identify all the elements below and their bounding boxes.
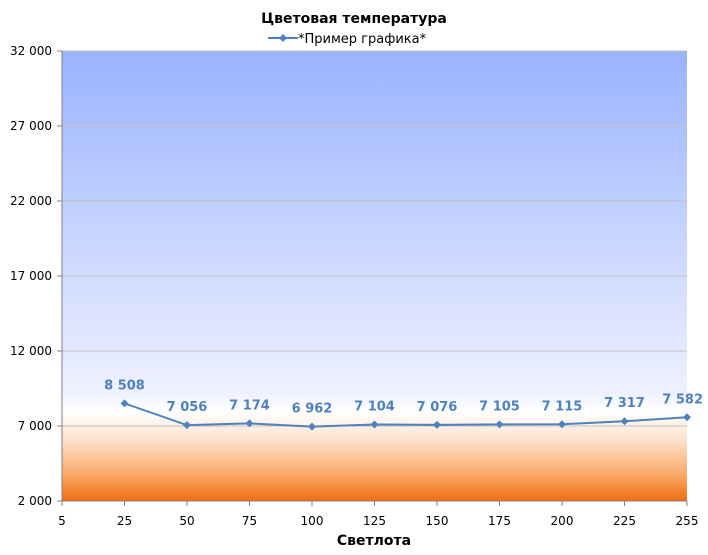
- data-point: [683, 413, 691, 422]
- chart-title: Цветовая температура: [261, 11, 447, 27]
- data-point: [620, 417, 629, 426]
- x-ticks: 5 25 50 75 100 125 150 175 200 225 255: [58, 501, 698, 528]
- data-point: [245, 419, 254, 428]
- x-tick-label: 5: [58, 514, 66, 528]
- y-tick-label: 22 000: [10, 194, 52, 208]
- x-tick-label: 125: [363, 514, 386, 528]
- x-axis-label: Светлота: [337, 533, 411, 549]
- x-tick-label: 75: [242, 514, 257, 528]
- legend-marker: [279, 34, 287, 42]
- x-tick-label: 255: [676, 514, 699, 528]
- x-tick-label: 150: [426, 514, 449, 528]
- data-label: 7 076: [417, 400, 458, 415]
- data-point: [370, 420, 379, 429]
- y-ticks: 2 000 7 000 12 000 17 000 22 000 27 000 32 000: [10, 44, 62, 508]
- data-point: [183, 421, 191, 430]
- x-tick-label: 25: [117, 514, 132, 528]
- y-tick-label: 17 000: [10, 269, 52, 283]
- series-line: [124, 402, 688, 428]
- data-label: 6 962: [292, 402, 333, 417]
- y-tick-label: 12 000: [10, 344, 52, 358]
- data-label: 7 115: [542, 399, 583, 414]
- y-tick-label: 7 000: [18, 419, 52, 433]
- legend-label: *Пример графика*: [298, 32, 427, 47]
- data-point: [308, 422, 316, 431]
- data-label: 7 104: [354, 399, 395, 414]
- y-tick-label: 27 000: [10, 119, 52, 133]
- data-point: [558, 420, 566, 429]
- data-label: 7 105: [479, 399, 520, 414]
- data-point: [433, 420, 441, 429]
- data-label: 7 582: [662, 392, 703, 407]
- data-label: 7 056: [167, 400, 208, 415]
- series-0: 8 508 7 056 7 174 6 962 7 104 7 076 7 105 7 115…: [104, 378, 703, 431]
- x-tick-label: 175: [488, 514, 511, 528]
- y-tick-label: 2 000: [18, 494, 52, 508]
- data-point: [120, 399, 129, 408]
- data-label: 7 317: [604, 396, 645, 411]
- data-label: 8 508: [104, 378, 145, 393]
- y-tick-label: 32 000: [10, 44, 52, 58]
- x-tick-label: 50: [179, 514, 194, 528]
- data-point: [495, 420, 504, 429]
- x-tick-label: 225: [613, 514, 636, 528]
- legend: *Пример графика*: [268, 32, 427, 47]
- data-label: 7 174: [229, 398, 270, 413]
- x-tick-label: 100: [301, 514, 324, 528]
- x-tick-label: 200: [551, 514, 574, 528]
